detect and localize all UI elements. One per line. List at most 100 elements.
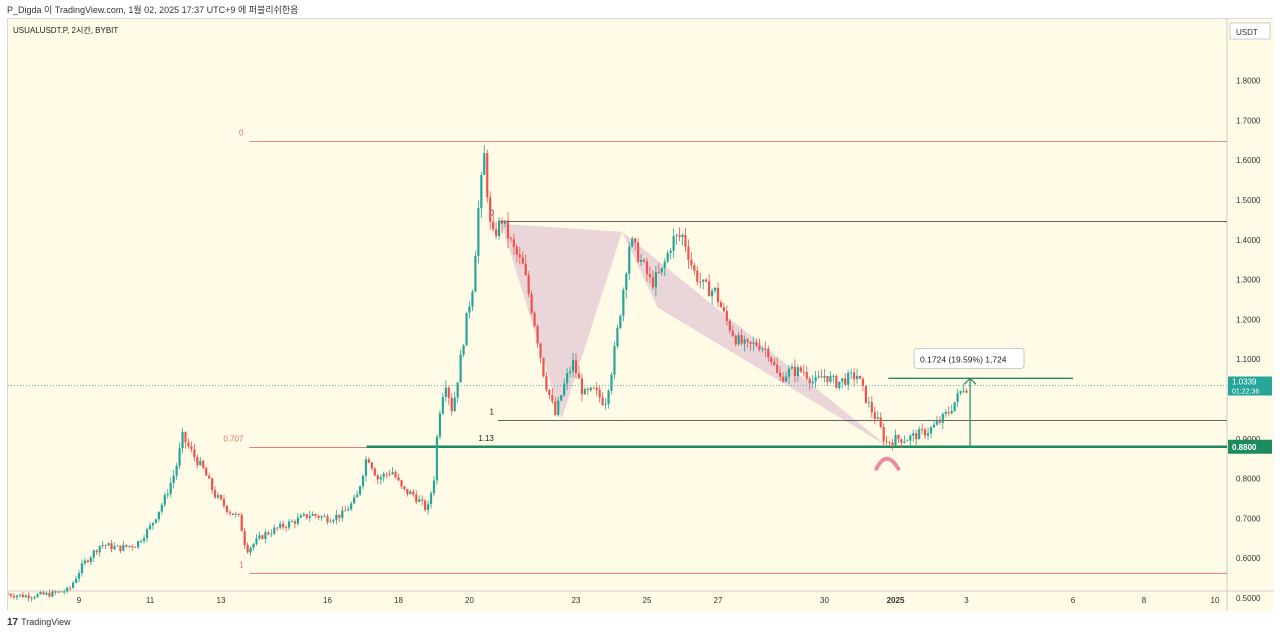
candle-body [453,397,456,412]
candle-body [341,510,344,518]
price-tick-label: 1.5000 [1236,196,1261,205]
candle-body [557,400,560,415]
candle-body [817,376,820,378]
candle-body [622,289,625,316]
tradingview-brand[interactable]: 17 TradingView [7,617,71,628]
candle-body [799,367,802,372]
price-chart[interactable]: USUALUSDT.P, 2시간, BYBIT USDT 1.8000 1.7000 1… [8,19,1274,611]
candle-body [651,277,655,288]
publish-caption-bar: P_Digda 이 TradingView.com, 1월 02, 2025 1… [0,0,1280,18]
time-tick-label: 2025 [887,596,905,605]
candle-body [367,459,371,463]
price-tick-label: 1.4000 [1236,236,1261,245]
candle-body [237,513,240,515]
candle-body [166,494,169,496]
candle-body [299,515,302,518]
candle-body [119,545,122,551]
candle-body [583,389,586,395]
candle-body [595,387,598,390]
candle-body [314,514,317,516]
footer-bar: 17 TradingView [0,612,1280,634]
candle-body [48,592,51,597]
candle-body [802,371,805,373]
candle-body [648,274,652,278]
tradingview-logo-icon: 17 [7,617,19,628]
candle-body [740,335,743,344]
candle-body [246,544,249,553]
candle-body [142,538,146,542]
chart-background [8,19,1274,611]
candle-body [962,390,965,392]
candle-body [459,354,462,383]
candle-body [616,327,619,347]
candle-body [684,234,687,247]
candle-body [669,250,672,253]
candle-body [429,493,433,505]
candle-body [293,521,297,524]
candle-body [435,436,439,481]
candle-body [438,413,442,437]
candle-body [92,550,95,558]
candle-body [27,595,30,599]
candle-body [956,393,959,403]
candle-body [852,372,856,380]
candle-body [530,293,533,313]
current-price-value: 1.0339 [1232,378,1257,387]
pattern-triangle-bcd [622,231,889,447]
candle-body [30,597,33,599]
candle-body [258,535,261,539]
candle-body [882,427,885,442]
candle-body [172,475,175,484]
candle-body [870,402,873,413]
candle-body [906,440,909,442]
candle-body [722,307,726,312]
candle-body [462,345,465,355]
chart-panel[interactable]: USUALUSDT.P, 2시간, BYBIT USDT 1.8000 1.7000 1… [7,18,1274,611]
candle-body [175,465,178,476]
candle-body [267,532,270,535]
candle-body [879,417,882,428]
candle-body [923,429,927,436]
candle-body [228,511,231,514]
candle-body [693,265,696,271]
support-price-tag [1228,439,1272,454]
candle-body [850,372,853,374]
candle-body [151,522,155,526]
candle-body [323,516,326,518]
time-tick-label: 16 [323,596,332,605]
candle-body [935,421,939,425]
candle-body [574,360,578,374]
candle-body [625,273,628,290]
candle-body [776,364,779,373]
candle-body [421,499,424,501]
candle-body [805,372,808,379]
candle-body [666,252,669,262]
candle-body [8,594,10,595]
candle-body [211,478,214,491]
candle-body [148,525,152,530]
candle-body [471,291,474,307]
candle-body [296,517,300,524]
candle-body [518,254,521,258]
candle-body [63,591,66,593]
candle-body [876,417,879,419]
bar-countdown: 01:22:36 [1232,389,1259,396]
candle-body [290,521,294,523]
candle-body [355,494,359,498]
time-tick-label: 20 [465,596,474,605]
time-tick-label: 30 [820,596,829,605]
candle-body [820,376,823,378]
candle-body [497,220,501,237]
candle-body [284,527,288,528]
candle-body [255,538,258,544]
candle-body [42,592,45,595]
candle-body [672,236,675,251]
measure-arrow-head [963,377,977,385]
candle-body [637,242,640,262]
candle-body [918,429,921,440]
candle-body [474,255,477,292]
candle-body [54,591,57,593]
candle-body [15,595,18,598]
candle-body [140,541,143,542]
candle-body [391,472,394,475]
